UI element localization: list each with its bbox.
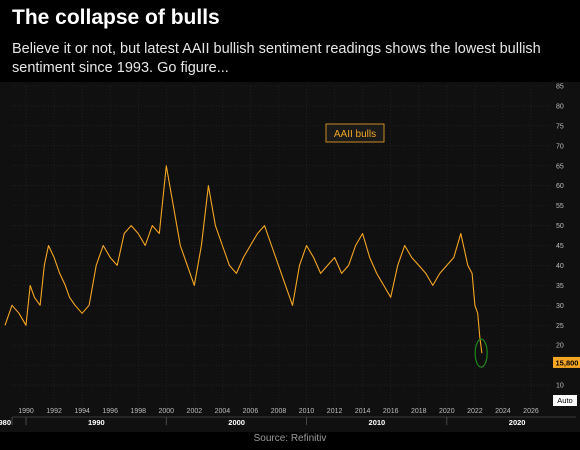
- grid-layer: [12, 85, 552, 405]
- x-tick-label: 2026: [523, 408, 539, 415]
- y-tick-label: 60: [556, 183, 564, 190]
- decade-label: 2010: [369, 418, 386, 427]
- last-value-label: 15,800: [556, 358, 579, 367]
- y-tick-label: 65: [556, 163, 564, 170]
- y-tick-label: 25: [556, 323, 564, 330]
- chart-subtitle: Believe it or not, but latest AAII bulli…: [12, 41, 541, 76]
- x-tick-label: 2020: [439, 408, 455, 415]
- decade-label: 980: [0, 418, 11, 427]
- legend-label: AAII bulls: [334, 129, 376, 140]
- y-tick-label: 20: [556, 343, 564, 350]
- x-tick-label: 2024: [495, 408, 511, 415]
- x-tick-label: 2008: [271, 408, 287, 415]
- last-value-badge: [553, 356, 580, 368]
- chart-panel: 1015202530354045505560657075808519901992…: [0, 82, 580, 434]
- legend-box: [325, 123, 385, 143]
- y-tick-label: 10: [556, 383, 564, 390]
- x-tick-label: 1994: [74, 408, 90, 415]
- x-tick-label: 2006: [243, 408, 259, 415]
- scale-mode-label: Auto: [557, 396, 572, 405]
- x-tick-label: 2014: [355, 408, 371, 415]
- x-tick-label: 1996: [102, 408, 118, 415]
- axis-layer: 1015202530354045505560657075808519901992…: [0, 84, 576, 427]
- x-tick-label: 2002: [187, 408, 203, 415]
- scale-mode-badge: [553, 395, 577, 406]
- y-tick-label: 70: [556, 143, 564, 150]
- y-tick-label: 30: [556, 303, 564, 310]
- y-tick-label: 80: [556, 103, 564, 110]
- decade-label: 1990: [88, 418, 105, 427]
- y-tick-label: 40: [556, 263, 564, 270]
- x-tick-label: 1998: [130, 408, 146, 415]
- x-tick-label: 2016: [383, 408, 399, 415]
- x-tick-label: 1992: [46, 408, 62, 415]
- y-tick-label: 45: [556, 243, 564, 250]
- x-tick-label: 2018: [411, 408, 427, 415]
- y-tick-label: 75: [556, 123, 564, 130]
- legend: AAII bulls: [325, 123, 385, 143]
- y-tick-label: 50: [556, 223, 564, 230]
- source-note: Source: Refinitiv: [0, 432, 580, 450]
- decade-label: 2000: [228, 418, 245, 427]
- x-tick-label: 2012: [327, 408, 343, 415]
- sentiment-chart: 1015202530354045505560657075808519901992…: [0, 84, 580, 427]
- x-tick-label: 1990: [18, 408, 34, 415]
- low-marker-icon: [474, 338, 488, 368]
- y-tick-label: 55: [556, 203, 564, 210]
- overlay-layer: AAII bulls 15,800 Auto: [325, 123, 580, 406]
- series-layer: [4, 165, 483, 354]
- x-tick-label: 2010: [299, 408, 315, 415]
- x-tick-label: 2000: [158, 408, 174, 415]
- x-tick-label: 2004: [215, 408, 231, 415]
- y-tick-label: 85: [556, 84, 564, 91]
- chart-title: The collapse of bulls: [12, 6, 220, 29]
- y-tick-label: 35: [556, 283, 564, 290]
- aaii-bulls-series: [4, 165, 483, 354]
- x-tick-label: 2022: [467, 408, 483, 415]
- decade-label: 2020: [509, 418, 526, 427]
